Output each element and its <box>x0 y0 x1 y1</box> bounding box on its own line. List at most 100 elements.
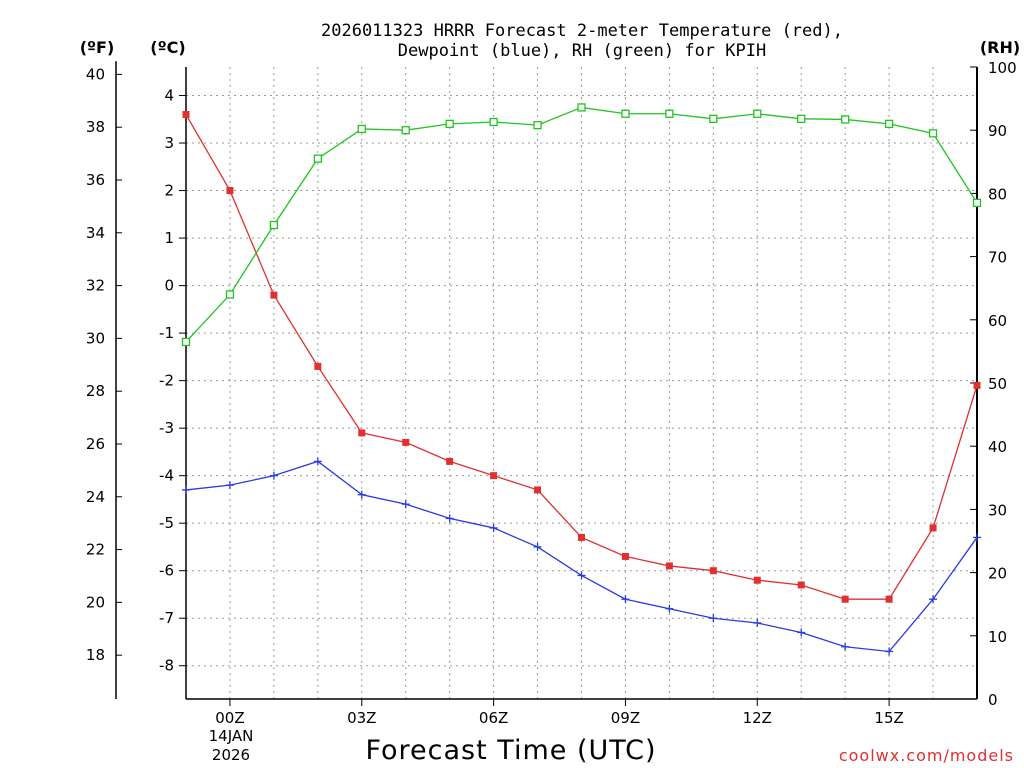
celsius-tick-label: -1 <box>159 324 174 342</box>
celsius-tick-label: 1 <box>164 229 174 247</box>
rh-tick-label: 90 <box>988 122 1007 140</box>
x-tick-label: 09Z <box>611 709 640 727</box>
fahrenheit-tick-label: 18 <box>86 646 105 664</box>
rh-point <box>577 103 586 112</box>
temperature-point <box>226 187 234 195</box>
rh-unit-label: (RH) <box>980 38 1020 57</box>
chart-title-line2: Dewpoint (blue), RH (green) for KPIH <box>398 41 766 61</box>
rh-tick-label: 40 <box>988 438 1007 456</box>
rh-point <box>928 129 938 138</box>
rh-tick-label: 20 <box>988 565 1007 583</box>
rh-point <box>884 119 894 129</box>
dewpoint-point <box>973 533 981 542</box>
temperature-point <box>534 486 542 494</box>
rh-point <box>401 126 410 135</box>
rh-point <box>313 154 322 163</box>
rh-point <box>489 117 498 127</box>
dewpoint-line <box>185 460 978 653</box>
dewpoint-point <box>357 490 366 499</box>
fahrenheit-tick-label: 28 <box>86 382 105 400</box>
rh-point <box>665 109 674 118</box>
x-tick-label: 12Z <box>743 709 772 727</box>
rh-tick-label: 70 <box>988 249 1007 267</box>
rh-tick-label: 30 <box>988 501 1007 519</box>
dewpoint-point <box>313 457 322 466</box>
fahrenheit-unit-label: (ºF) <box>80 38 115 57</box>
fahrenheit-tick-label: 26 <box>86 435 105 453</box>
fahrenheit-tick-label: 40 <box>86 65 105 83</box>
rh-point <box>533 120 542 130</box>
fahrenheit-tick-label: 24 <box>86 488 105 506</box>
axes: 43210-1-2-3-4-5-6-7-84038363432302826242… <box>86 59 1017 727</box>
temperature-point <box>578 533 585 541</box>
celsius-tick-label: -4 <box>159 467 174 485</box>
dewpoint-point <box>225 481 234 490</box>
celsius-tick-label: -5 <box>159 514 174 532</box>
dewpoint-point <box>797 628 806 637</box>
temperature-point <box>358 429 366 437</box>
temperature-point <box>270 291 278 299</box>
dewpoint-point <box>269 471 278 480</box>
x-tick-label: 06Z <box>479 709 508 727</box>
rh-point <box>709 114 718 123</box>
dewpoint-point <box>885 647 894 656</box>
celsius-tick-label: -6 <box>159 562 174 580</box>
rh-point <box>797 114 806 123</box>
fahrenheit-tick-label: 30 <box>86 329 105 347</box>
temperature-point <box>446 457 454 465</box>
date-label-year: 2026 <box>212 746 250 764</box>
dewpoint-point <box>401 500 410 509</box>
rh-point <box>841 115 850 124</box>
celsius-unit-label: (ºC) <box>150 38 185 57</box>
dewpoint-point <box>709 614 718 623</box>
temperature-point <box>665 562 673 570</box>
celsius-tick-label: 3 <box>164 134 174 152</box>
rh-tick-label: 50 <box>988 375 1007 393</box>
grid-lines <box>186 67 977 699</box>
rh-point <box>753 109 762 118</box>
temperature-point <box>885 595 893 603</box>
fahrenheit-tick-label: 38 <box>86 118 105 136</box>
dewpoint-point <box>621 595 630 604</box>
dewpoint-point <box>577 571 586 580</box>
temperature-point <box>797 581 805 589</box>
celsius-tick-label: -7 <box>159 609 174 627</box>
celsius-tick-label: 0 <box>164 277 174 295</box>
chart-title-line1: 2026011323 HRRR Forecast 2-meter Tempera… <box>321 21 843 41</box>
dewpoint-point <box>753 618 762 627</box>
dewpoint-point <box>929 595 938 604</box>
rh-point <box>269 220 279 230</box>
temperature-point <box>841 595 849 603</box>
dewpoint-point <box>445 514 454 523</box>
rh-tick-label: 80 <box>988 185 1007 203</box>
x-tick-label: 03Z <box>347 709 376 727</box>
dewpoint-point <box>665 604 674 613</box>
x-tick-label: 00Z <box>215 709 244 727</box>
temperature-point <box>490 472 498 480</box>
series-layer <box>181 103 982 656</box>
rh-point <box>357 124 366 134</box>
rh-point <box>445 119 454 129</box>
rh-point <box>621 109 630 118</box>
rh-tick-label: 0 <box>988 691 998 709</box>
x-tick-label: 15Z <box>874 709 903 727</box>
rh-point <box>972 198 982 208</box>
rh-point <box>225 290 235 299</box>
temperature-point <box>973 381 981 389</box>
x-axis-title: Forecast Time (UTC) <box>365 735 656 766</box>
dewpoint-point <box>489 523 498 532</box>
celsius-tick-label: -3 <box>159 419 174 437</box>
dewpoint-point <box>182 485 190 494</box>
date-label-day: 14JAN <box>209 727 254 745</box>
rh-tick-label: 60 <box>988 312 1007 330</box>
temperature-point <box>621 552 629 560</box>
fahrenheit-tick-label: 22 <box>86 541 105 559</box>
temperature-point <box>929 524 937 532</box>
celsius-tick-label: 2 <box>164 182 174 200</box>
fahrenheit-tick-label: 20 <box>86 593 105 611</box>
fahrenheit-tick-label: 32 <box>86 277 105 295</box>
fahrenheit-tick-label: 34 <box>86 224 105 242</box>
celsius-tick-label: -2 <box>159 372 174 390</box>
dewpoint-point <box>533 542 542 551</box>
